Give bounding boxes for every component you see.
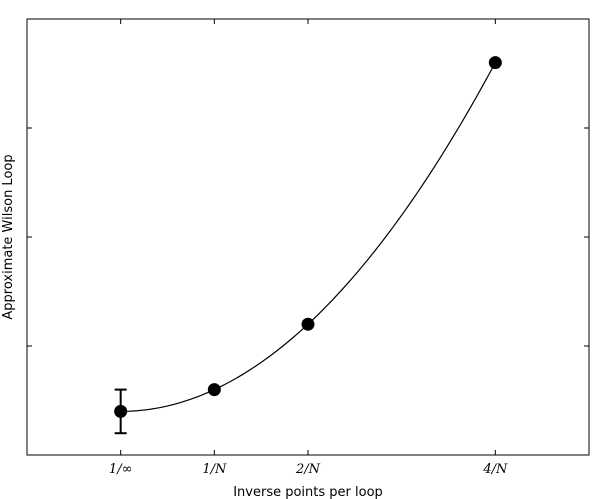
y-axis-ticks [27,127,589,347]
data-point [207,383,221,397]
data-points [114,56,502,418]
data-point [301,317,315,331]
x-tick-label: 1/N [202,462,227,477]
y-axis-label: Approximate Wilson Loop [1,154,16,319]
data-point [114,404,128,418]
x-tick-label: 2/N [295,462,321,477]
x-axis-label: Inverse points per loop [233,485,383,499]
plot-frame [26,18,590,456]
x-tick-label: 4/N [482,462,508,477]
data-point [488,56,502,70]
fit-curve [120,62,496,412]
x-axis-ticks: 1/∞ 1/N 2/N 4/N [109,19,508,477]
x-tick-label: 1/∞ [109,462,132,477]
